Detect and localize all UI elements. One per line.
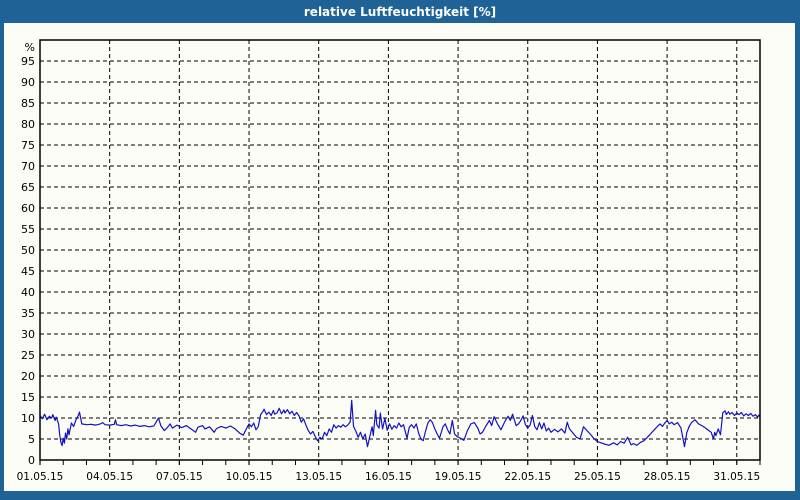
gridlines [40, 40, 760, 460]
chart-canvas: 0 5 10 15 20 25 30 35 40 45 50 55 60 65 70 75 80 85 90 95% 0… [4, 23, 795, 491]
svg-text:80: 80 [21, 118, 35, 131]
svg-text:30: 30 [21, 328, 35, 341]
svg-text:60: 60 [21, 202, 35, 215]
svg-text:90: 90 [21, 76, 35, 89]
svg-text:95: 95 [21, 55, 35, 68]
svg-text:5: 5 [28, 433, 35, 446]
svg-text:70: 70 [21, 160, 35, 173]
svg-text:28.05.15: 28.05.15 [644, 471, 691, 483]
svg-text:04.05.15: 04.05.15 [86, 471, 133, 483]
svg-text:10.05.15: 10.05.15 [226, 471, 273, 483]
humidity-line-chart: 05101520253035404550556065707580859095%0… [17, 39, 761, 483]
data-series [39, 399, 761, 448]
svg-text:0: 0 [28, 454, 35, 467]
svg-text:15: 15 [21, 391, 35, 404]
svg-text:85: 85 [21, 97, 35, 110]
svg-text:22.05.15: 22.05.15 [504, 471, 551, 483]
svg-text:65: 65 [21, 181, 35, 194]
svg-text:16.05.15: 16.05.15 [365, 471, 412, 483]
svg-text:10: 10 [21, 412, 35, 425]
svg-text:%: % [25, 41, 35, 54]
svg-text:55: 55 [21, 223, 35, 236]
svg-text:25.05.15: 25.05.15 [574, 471, 621, 483]
svg-text:19.05.15: 19.05.15 [435, 471, 482, 483]
svg-text:01.05.15: 01.05.15 [17, 471, 64, 483]
svg-text:40: 40 [21, 286, 35, 299]
plot-frame [39, 39, 761, 461]
svg-text:25: 25 [21, 349, 35, 362]
x-axis-labels: 01.05.15 04.05.15 07.05.15 10.05.15 13.05.15… [17, 471, 761, 483]
titlebar: relative Luftfeuchtigkeit [%] [0, 0, 800, 23]
svg-text:20: 20 [21, 370, 35, 383]
svg-text:13.05.15: 13.05.15 [295, 471, 342, 483]
svg-text:50: 50 [21, 244, 35, 257]
humidity-series-line [39, 399, 761, 448]
svg-text:31.05.15: 31.05.15 [713, 471, 760, 483]
svg-text:07.05.15: 07.05.15 [156, 471, 203, 483]
window-title: relative Luftfeuchtigkeit [%] [303, 4, 497, 19]
svg-text:35: 35 [21, 307, 35, 320]
svg-text:75: 75 [21, 139, 35, 152]
svg-text:45: 45 [21, 265, 35, 278]
axis-ticks [39, 460, 761, 465]
y-axis-labels: 0 5 10 15 20 25 30 35 40 45 50 55 60 65 70 75 80 85 90 95% [21, 41, 35, 467]
